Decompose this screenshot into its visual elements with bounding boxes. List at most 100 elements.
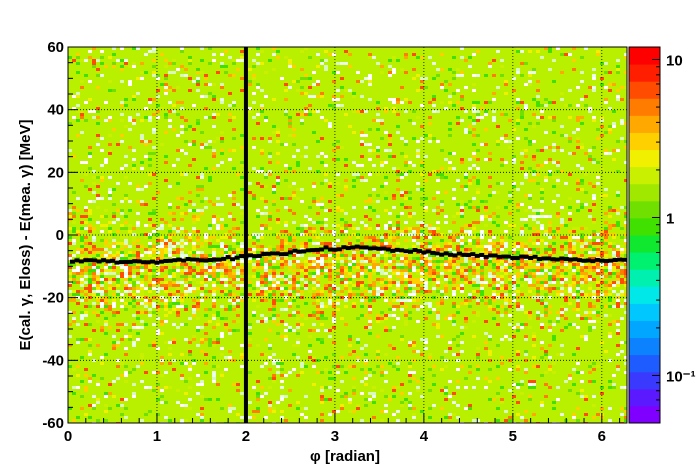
heatmap-cell	[452, 338, 456, 341]
heatmap-cell	[316, 338, 320, 341]
heatmap-cell	[580, 389, 584, 392]
heatmap-cell	[88, 212, 92, 215]
heatmap-cell	[600, 230, 604, 233]
heatmap-cell	[304, 257, 308, 260]
heatmap-cell	[396, 410, 400, 413]
heatmap-cell	[344, 239, 348, 242]
heatmap-cell	[440, 356, 444, 359]
heatmap-cell	[224, 236, 228, 239]
heatmap-cell	[592, 146, 596, 149]
heatmap-cell	[388, 140, 392, 143]
heatmap-cell	[592, 185, 596, 188]
heatmap-cell	[544, 242, 548, 245]
heatmap-cell	[448, 263, 452, 266]
heatmap-cell	[216, 224, 220, 227]
heatmap-cell	[316, 281, 320, 284]
heatmap-cell	[336, 239, 340, 242]
heatmap-cell	[508, 200, 512, 203]
heatmap-cell	[212, 116, 216, 119]
heatmap-cell	[608, 380, 612, 383]
heatmap-cell	[152, 59, 156, 62]
heatmap-cell	[276, 371, 280, 374]
heatmap-cell	[212, 215, 216, 218]
heatmap-cell	[408, 293, 412, 296]
heatmap-cell	[300, 200, 304, 203]
heatmap-cell	[472, 275, 476, 278]
heatmap-cell	[220, 131, 224, 134]
heatmap-cell	[184, 338, 188, 341]
heatmap-cell	[496, 344, 500, 347]
heatmap-cell	[468, 269, 472, 272]
heatmap-cell	[168, 353, 172, 356]
heatmap-cell	[108, 305, 112, 308]
heatmap-cell	[600, 317, 604, 320]
heatmap-cell	[420, 338, 424, 341]
heatmap-cell	[436, 260, 440, 263]
heatmap-cell	[364, 383, 368, 386]
heatmap-cell	[536, 233, 540, 236]
heatmap-cell	[468, 200, 472, 203]
heatmap-cell	[164, 290, 168, 293]
heatmap-cell	[128, 287, 132, 290]
heatmap-cell	[144, 107, 148, 110]
heatmap-cell	[384, 236, 388, 239]
heatmap-cell	[296, 227, 300, 230]
heatmap-cell	[568, 284, 572, 287]
heatmap-cell	[516, 71, 520, 74]
heatmap-cell	[340, 242, 344, 245]
heatmap-cell	[484, 263, 488, 266]
heatmap-cell	[320, 395, 324, 398]
heatmap-cell	[420, 188, 424, 191]
heatmap-cell	[300, 413, 304, 416]
heatmap-cell	[260, 353, 264, 356]
heatmap-cell	[300, 245, 304, 248]
heatmap-cell	[356, 257, 360, 260]
heatmap-cell	[152, 74, 156, 77]
heatmap-cell	[148, 290, 152, 293]
heatmap-cell	[380, 137, 384, 140]
heatmap-cell	[152, 224, 156, 227]
heatmap-cell	[528, 263, 532, 266]
heatmap-cell	[312, 281, 316, 284]
heatmap-cell	[504, 272, 508, 275]
heatmap-cell	[396, 170, 400, 173]
heatmap-cell	[536, 293, 540, 296]
heatmap-cell	[416, 257, 420, 260]
heatmap-cell	[528, 317, 532, 320]
heatmap-cell	[132, 383, 136, 386]
heatmap-cell	[456, 116, 460, 119]
heatmap-cell	[148, 98, 152, 101]
heatmap-cell	[396, 224, 400, 227]
heatmap-cell	[416, 152, 420, 155]
heatmap-cell	[308, 281, 312, 284]
heatmap-cell	[460, 281, 464, 284]
heatmap-cell	[572, 269, 576, 272]
heatmap-cell	[224, 263, 228, 266]
heatmap-cell	[496, 140, 500, 143]
heatmap-cell	[148, 410, 152, 413]
heatmap-cell	[220, 290, 224, 293]
heatmap-cell	[288, 167, 292, 170]
heatmap-cell	[572, 296, 576, 299]
heatmap-cell	[464, 377, 468, 380]
heatmap-cell	[352, 284, 356, 287]
heatmap-cell	[168, 185, 172, 188]
heatmap-cell	[520, 326, 524, 329]
heatmap-cell	[148, 140, 152, 143]
heatmap-cell	[516, 107, 520, 110]
heatmap-cell	[164, 305, 168, 308]
heatmap-cell	[272, 281, 276, 284]
heatmap-cell	[380, 290, 384, 293]
heatmap-cell	[468, 239, 472, 242]
heatmap-cell	[304, 233, 308, 236]
heatmap-cell	[536, 311, 540, 314]
heatmap-cell	[132, 257, 136, 260]
heatmap-cell	[80, 230, 84, 233]
heatmap-cell	[372, 149, 376, 152]
heatmap-cell	[480, 236, 484, 239]
heatmap-cell	[120, 398, 124, 401]
heatmap-cell	[464, 257, 468, 260]
heatmap-cell	[500, 113, 504, 116]
heatmap-cell	[412, 299, 416, 302]
heatmap-cell	[380, 185, 384, 188]
